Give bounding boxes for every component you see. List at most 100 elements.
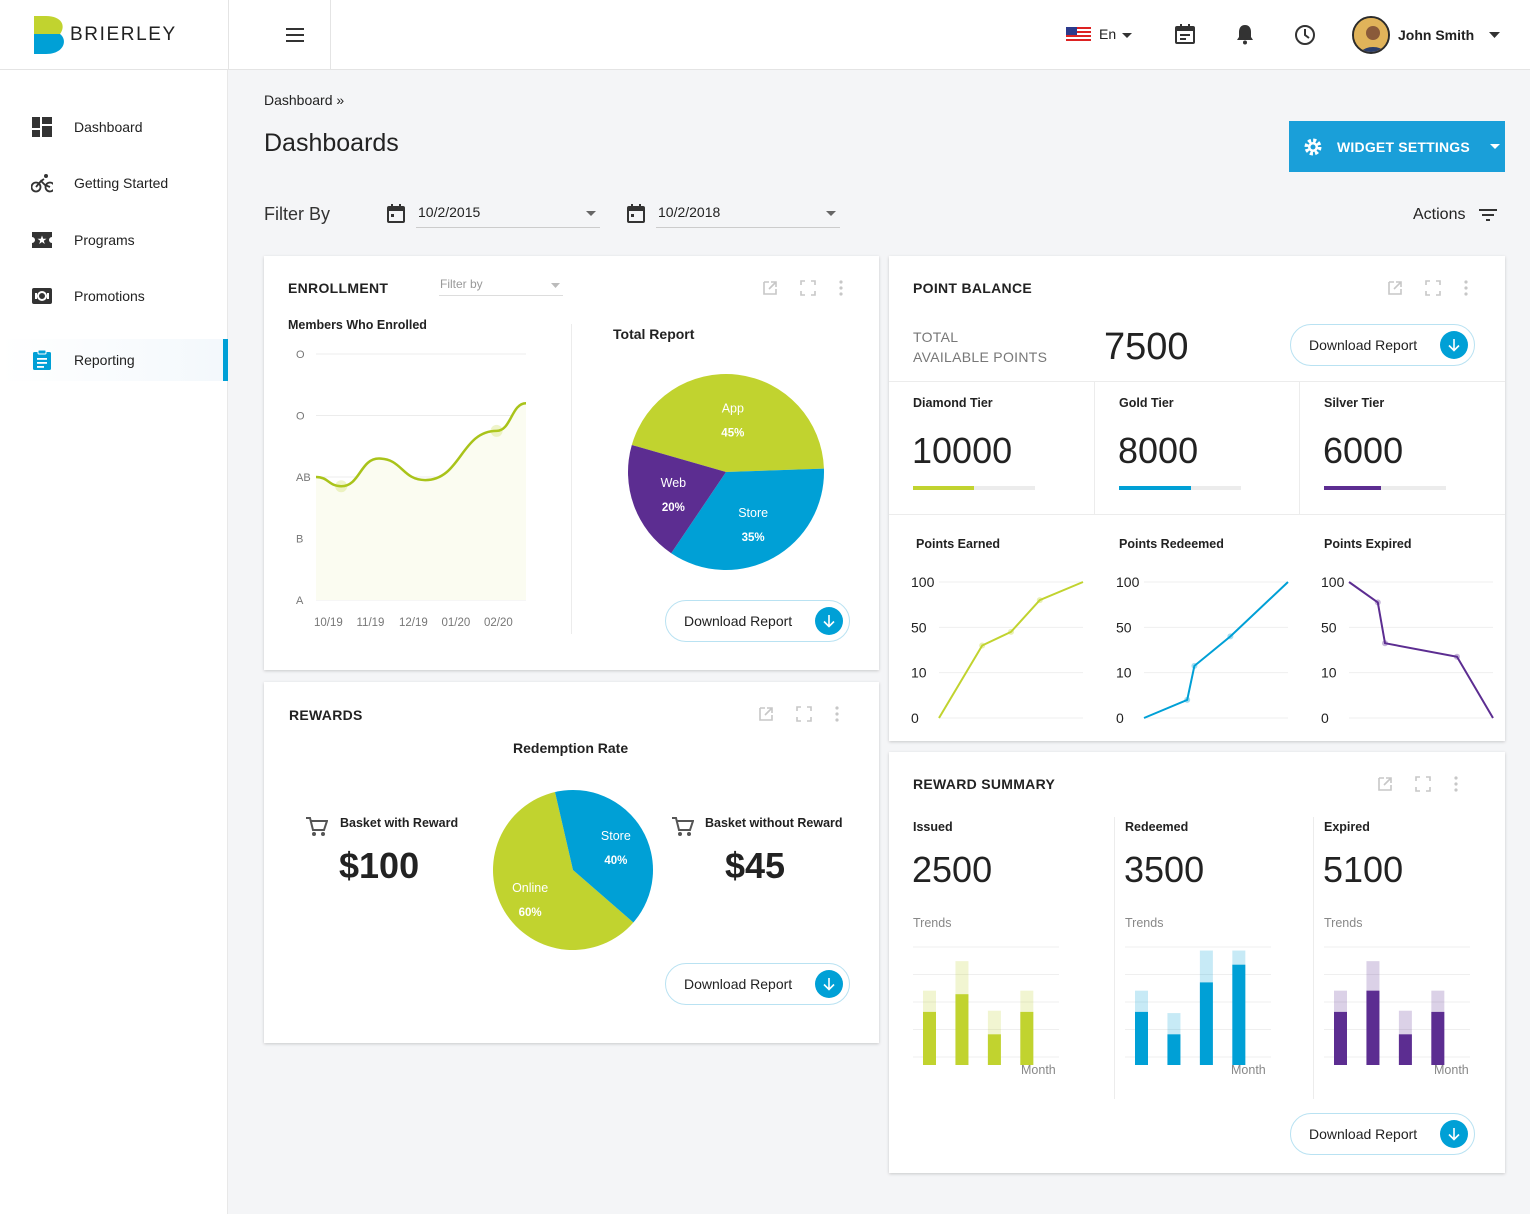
more-vert-icon[interactable] [834, 706, 840, 722]
bar [1431, 1011, 1445, 1065]
cart-icon [672, 817, 694, 836]
bar [1334, 1011, 1347, 1065]
avatar-icon [1354, 18, 1388, 52]
open-external-icon[interactable] [1377, 776, 1393, 792]
data-point [1008, 628, 1014, 635]
divider [1299, 382, 1300, 514]
sidebar: Dashboard Getting Started Programs Promo… [0, 70, 228, 1214]
clock-icon[interactable] [1294, 24, 1316, 46]
sidebar-item-reporting[interactable]: Reporting [0, 339, 228, 381]
download-report-button[interactable]: Download Report [665, 600, 850, 642]
download-icon [815, 970, 843, 998]
mini-chart-title: Points Earned [916, 537, 1001, 551]
bar [1135, 1011, 1148, 1065]
flag-us-icon [1066, 27, 1091, 43]
calendar-icon[interactable] [1175, 24, 1195, 44]
hamburger-area [229, 0, 331, 70]
sidebar-item-programs[interactable]: Programs [0, 219, 228, 261]
pie-title: Total Report [613, 326, 695, 342]
bell-icon[interactable] [1236, 24, 1254, 45]
divider [1313, 817, 1314, 1099]
total-report-pie-chart: App 45% Store 35% Web 20% [628, 374, 824, 570]
user-name[interactable]: John Smith [1398, 27, 1475, 43]
card-tools [758, 706, 840, 722]
summary-col-value: 5100 [1323, 849, 1404, 890]
point-balance-card: POINT BALANCE TOTAL AVAILABLE POINTS 750… [889, 256, 1505, 741]
y-tick-label: 10 [1321, 665, 1337, 681]
more-vert-icon[interactable] [838, 280, 844, 296]
filter-icon [1479, 209, 1498, 221]
fullscreen-icon[interactable] [1425, 280, 1441, 296]
bar [1167, 1034, 1181, 1065]
date-from-field[interactable]: 10/2/2015 [416, 198, 600, 228]
slice-label: Store [601, 829, 631, 843]
breadcrumb[interactable]: Dashboard » [264, 92, 345, 108]
download-icon [1440, 331, 1468, 359]
calendar-icon[interactable] [627, 204, 645, 223]
cart-icon [306, 817, 328, 836]
download-report-label: Download Report [684, 976, 793, 992]
language-select[interactable]: En [1099, 26, 1117, 42]
fullscreen-icon[interactable] [796, 706, 812, 722]
bar [1020, 1011, 1034, 1065]
y-tick-label: O [296, 411, 305, 423]
avatar[interactable] [1352, 16, 1390, 54]
open-external-icon[interactable] [762, 280, 778, 296]
open-external-icon[interactable] [758, 706, 774, 722]
download-report-button[interactable]: Download Report [1290, 1113, 1475, 1155]
card-title: REWARDS [289, 707, 363, 723]
calendar-icon[interactable] [387, 204, 405, 223]
sidebar-item-promotions[interactable]: Promotions [0, 275, 228, 317]
gear-icon [1304, 138, 1322, 155]
promo-icon [31, 285, 53, 307]
fullscreen-icon[interactable] [1415, 776, 1431, 792]
y-tick-label: 100 [1321, 574, 1345, 590]
enrollment-filter-select[interactable]: Filter by [439, 276, 563, 296]
line-area [316, 403, 526, 600]
top-bar: BRIERLEY En John Smith [0, 0, 1530, 70]
divider [889, 514, 1505, 515]
series-line [1143, 581, 1289, 719]
sidebar-item-getting-started[interactable]: Getting Started [0, 162, 228, 204]
tier-name: Diamond Tier [913, 396, 993, 410]
sidebar-item-label: Reporting [74, 352, 135, 368]
enrollment-card: ENROLLMENT Filter by Members Who Enrolle… [264, 256, 879, 670]
summary-col-name: Expired [1324, 820, 1370, 834]
chevron-down-icon[interactable] [1122, 33, 1132, 39]
open-external-icon[interactable] [1387, 280, 1403, 296]
bar [987, 1034, 1001, 1065]
date-to-field[interactable]: 10/2/2018 [656, 198, 840, 228]
expired-trend-chart: Month [1324, 946, 1470, 1077]
redeemed-trend-chart: Month [1125, 946, 1271, 1077]
slice-percent: 60% [519, 907, 542, 919]
widget-settings-label: WIDGET SETTINGS [1337, 138, 1470, 155]
hamburger-icon[interactable] [286, 28, 304, 42]
widget-settings-button[interactable]: WIDGET SETTINGS [1289, 121, 1505, 172]
tier-progress-fill [1324, 486, 1382, 490]
trends-label: Trends [913, 916, 952, 930]
y-tick-label: 100 [1116, 574, 1140, 590]
user-menu-chevron-icon[interactable] [1489, 32, 1500, 38]
download-report-button[interactable]: Download Report [665, 963, 850, 1005]
series-line [938, 581, 1084, 719]
x-axis-label: Month [1021, 1063, 1056, 1077]
data-point [1184, 696, 1191, 703]
slice-percent: 45% [721, 427, 744, 439]
basket-without-reward-value: $45 [725, 845, 786, 886]
download-report-label: Download Report [1309, 1126, 1418, 1142]
data-point [1191, 662, 1198, 669]
y-tick-label: 0 [911, 710, 919, 726]
bar [1199, 982, 1213, 1065]
more-vert-icon[interactable] [1453, 776, 1459, 792]
more-vert-icon[interactable] [1463, 280, 1469, 296]
bike-icon [31, 172, 53, 194]
tier-name: Gold Tier [1119, 396, 1174, 410]
brierley-logo[interactable] [32, 14, 66, 56]
y-tick-label: 100 [911, 574, 935, 590]
sidebar-item-dashboard[interactable]: Dashboard [0, 106, 228, 148]
sidebar-item-label: Programs [74, 232, 135, 248]
data-point [335, 480, 348, 493]
download-report-button[interactable]: Download Report [1290, 324, 1475, 366]
fullscreen-icon[interactable] [800, 280, 816, 296]
actions-button[interactable]: Actions [1413, 206, 1498, 224]
